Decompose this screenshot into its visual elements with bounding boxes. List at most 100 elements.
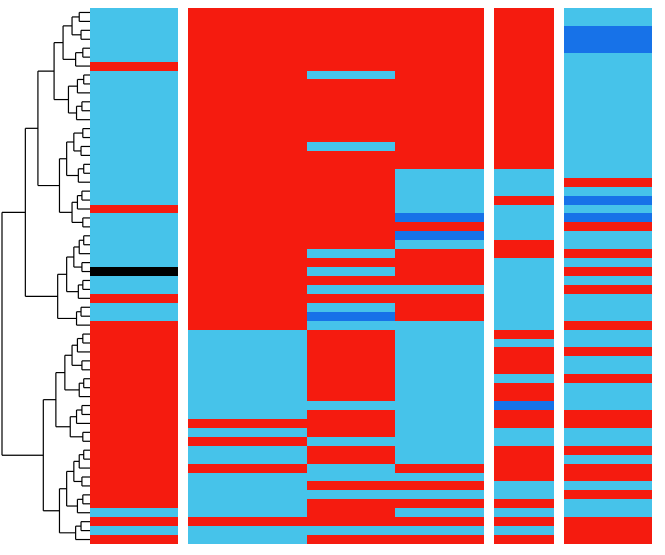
heatmap-cell: [395, 330, 484, 339]
heatmap-cell: [494, 187, 554, 196]
heatmap-cell: [395, 53, 484, 62]
heatmap-cell: [564, 276, 652, 285]
heatmap-cell: [188, 62, 307, 71]
heatmap-cell: [395, 44, 484, 53]
heatmap-cell: [395, 321, 484, 330]
heatmap-cell: [90, 231, 178, 240]
heatmap-cell: [90, 142, 178, 151]
heatmap-cell: [564, 79, 652, 88]
heatmap-cell: [494, 446, 554, 455]
heatmap-cell: [564, 312, 652, 321]
heatmap-cell: [307, 106, 395, 115]
heatmap-cell: [395, 169, 484, 178]
heatmap-cell: [494, 213, 554, 222]
heatmap-cell: [307, 339, 395, 348]
heatmap-cell: [494, 490, 554, 499]
heatmap-cell: [395, 419, 484, 428]
heatmap-cell: [564, 481, 652, 490]
heatmap-cell: [395, 535, 484, 544]
heatmap-cell: [307, 356, 395, 365]
heatmap-cell: [188, 8, 307, 17]
heatmap-cell: [564, 356, 652, 365]
heatmap-cell: [188, 178, 307, 187]
heatmap-cell: [564, 446, 652, 455]
heatmap-cell: [90, 88, 178, 97]
heatmap-cell: [188, 88, 307, 97]
heatmap-cell: [494, 44, 554, 53]
heatmap-cell: [564, 231, 652, 240]
heatmap-cell: [494, 258, 554, 267]
heatmap-cell: [90, 437, 178, 446]
heatmap-cell: [494, 437, 554, 446]
heatmap-cell: [90, 71, 178, 80]
heatmap-cell: [494, 249, 554, 258]
heatmap-cell: [395, 347, 484, 356]
heatmap-cell: [494, 517, 554, 526]
heatmap-cell: [395, 374, 484, 383]
heatmap-cell: [188, 213, 307, 222]
heatmap-cell: [188, 196, 307, 205]
heatmap-cell: [188, 428, 307, 437]
heatmap-cell: [564, 151, 652, 160]
heatmap-cell: [307, 517, 395, 526]
heatmap-cell: [494, 481, 554, 490]
heatmap-cell: [90, 356, 178, 365]
heatmap-cell: [494, 356, 554, 365]
heatmap-cell: [188, 392, 307, 401]
heatmap-cell: [90, 481, 178, 490]
heatmap-cell: [494, 410, 554, 419]
heatmap-cell: [90, 62, 178, 71]
heatmap-cell: [90, 419, 178, 428]
heatmap-cell: [494, 205, 554, 214]
heatmap-cell: [494, 374, 554, 383]
heatmap-cell: [307, 178, 395, 187]
heatmap-cell: [564, 455, 652, 464]
heatmap-cell: [564, 160, 652, 169]
heatmap-cell: [188, 410, 307, 419]
heatmap-cell: [307, 392, 395, 401]
heatmap-cell: [90, 455, 178, 464]
heatmap-cell: [494, 35, 554, 44]
heatmap-cell: [395, 285, 484, 294]
heatmap-cell: [395, 26, 484, 35]
heatmap-cell: [395, 231, 484, 240]
heatmap-cell: [494, 392, 554, 401]
heatmap-cell: [307, 267, 395, 276]
heatmap-cell: [564, 26, 652, 35]
heatmap-cell: [307, 231, 395, 240]
heatmap-cell: [188, 17, 307, 26]
heatmap-cell: [395, 446, 484, 455]
heatmap-cell: [307, 535, 395, 544]
heatmap-cell: [188, 330, 307, 339]
heatmap-cell: [307, 276, 395, 285]
heatmap-cell: [188, 44, 307, 53]
heatmap-cell: [307, 303, 395, 312]
heatmap-cell: [307, 133, 395, 142]
heatmap-cell: [188, 419, 307, 428]
heatmap-cell: [395, 178, 484, 187]
heatmap-cell: [564, 374, 652, 383]
heatmap-cell: [494, 133, 554, 142]
heatmap-cell: [564, 249, 652, 258]
heatmap-cell: [307, 205, 395, 214]
heatmap-cell: [188, 401, 307, 410]
heatmap-cell: [307, 151, 395, 160]
heatmap-cell: [307, 62, 395, 71]
heatmap-cell: [188, 79, 307, 88]
heatmap-cell: [395, 455, 484, 464]
heatmap-cell: [307, 365, 395, 374]
heatmap-cell: [395, 383, 484, 392]
heatmap-cell: [90, 196, 178, 205]
heatmap-cell: [564, 303, 652, 312]
heatmap-cell: [307, 437, 395, 446]
heatmap-cell: [90, 490, 178, 499]
heatmap-cell: [307, 446, 395, 455]
heatmap-cell: [395, 187, 484, 196]
heatmap-cell: [395, 410, 484, 419]
heatmap-cell: [494, 303, 554, 312]
heatmap-cell: [395, 62, 484, 71]
heatmap-cell: [307, 428, 395, 437]
heatmap-cell: [90, 508, 178, 517]
heatmap-cell: [307, 312, 395, 321]
heatmap-cell: [564, 392, 652, 401]
